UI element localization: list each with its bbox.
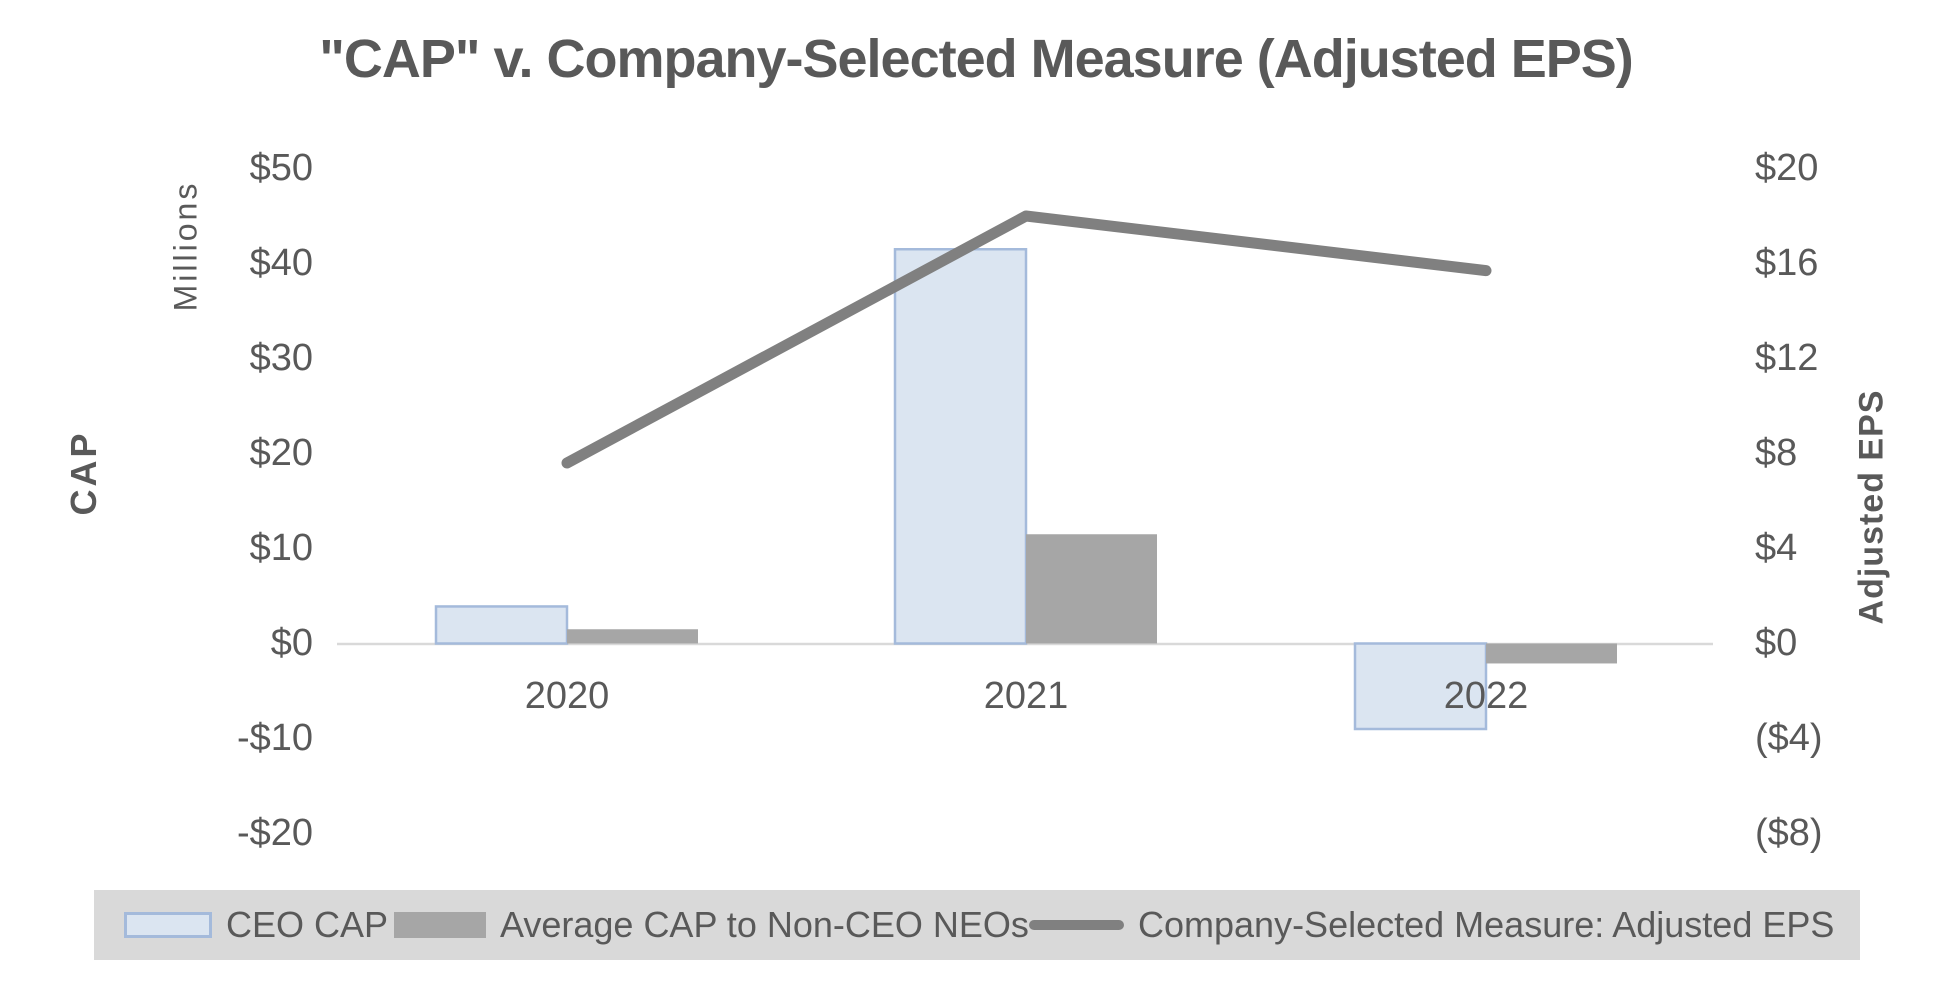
right-axis-tick: $12 [1755, 337, 1819, 379]
ceo-cap-bar-series [434, 248, 1488, 731]
x-axis-category-label: 2020 [524, 675, 610, 717]
x-axis-category-label: 2021 [983, 675, 1069, 717]
neo-cap-bar [1486, 643, 1617, 664]
ceo-cap-bar [1353, 642, 1488, 731]
right-axis-tick: ($4) [1755, 717, 1823, 759]
right-axis-tick: $8 [1755, 432, 1798, 474]
legend-label: CEO CAP [226, 904, 389, 945]
right-axis-tick: $4 [1755, 527, 1798, 569]
left-axis-tick: $40 [249, 242, 313, 284]
neo-cap-bar-series [567, 534, 1617, 664]
left-axis-tick: -$10 [236, 717, 313, 759]
ceo-cap-bar [893, 248, 1028, 645]
ceo-cap-swatch-icon [124, 912, 212, 938]
legend-label: Company-Selected Measure: Adjusted EPS [1138, 904, 1835, 945]
right-axis-tick: $16 [1755, 242, 1819, 284]
left-axis-tick: -$20 [236, 812, 313, 854]
right-axis-tick: $0 [1755, 622, 1798, 664]
neo-cap-swatch-icon [394, 912, 486, 938]
legend-item-avg-cap-neos: Average CAP to Non-CEO NEOs [394, 890, 1029, 960]
left-axis-tick: $50 [249, 147, 313, 189]
x-axis-category-label: 2022 [1443, 675, 1529, 717]
ceo-cap-bar [434, 605, 569, 645]
neo-cap-bar [1026, 534, 1157, 644]
neo-cap-bar [567, 629, 698, 644]
left-axis-tick: $0 [270, 622, 313, 664]
right-axis-tick: $20 [1755, 147, 1819, 189]
legend: CEO CAP Average CAP to Non-CEO NEOs Comp… [94, 890, 1860, 960]
legend-item-ceo-cap: CEO CAP [124, 890, 388, 960]
left-axis-tick: $10 [249, 527, 313, 569]
legend-item-adjusted-eps: Company-Selected Measure: Adjusted EPS [1029, 890, 1834, 960]
chart-title: "CAP" v. Company-Selected Measure (Adjus… [319, 29, 1634, 89]
eps-line-swatch-icon [1029, 920, 1124, 930]
right-axis-tick: ($8) [1755, 812, 1823, 854]
legend-label: Average CAP to Non-CEO NEOs [500, 904, 1029, 945]
left-axis-tick: $20 [249, 432, 313, 474]
adjusted-eps-line [561, 210, 1492, 469]
left-axis-tick: $30 [249, 337, 313, 379]
